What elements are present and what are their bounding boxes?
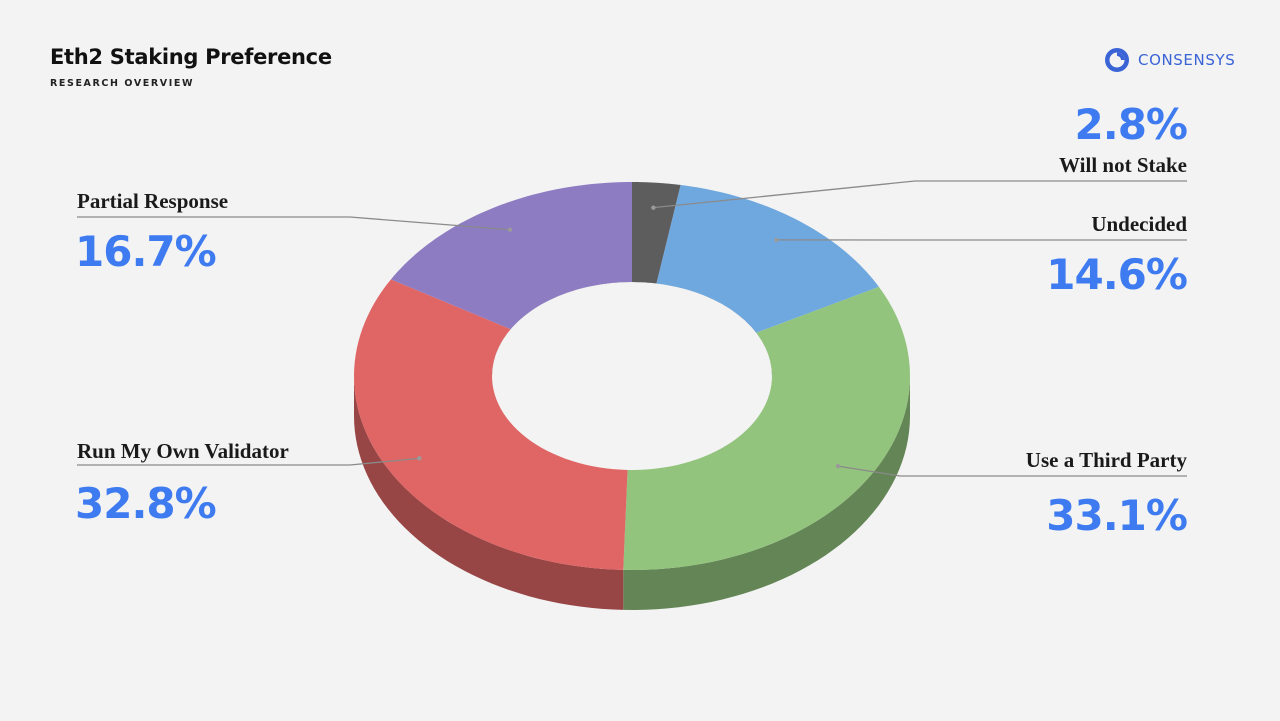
- donut-outer-walls: [354, 376, 910, 610]
- slice-value-partial-response: 16.7%: [75, 227, 217, 276]
- slice-label-run-my-own-validator: Run My Own Validator: [77, 439, 289, 463]
- slice-value-use-a-third-party: 33.1%: [1046, 491, 1188, 540]
- leader-dot-undecided: [774, 237, 779, 243]
- slice-wall-use-a-third-party: [623, 376, 910, 610]
- slice-label-partial-response: Partial Response: [77, 189, 229, 213]
- slice-run-my-own-validator: [354, 279, 628, 570]
- slice-use-a-third-party: [623, 286, 910, 570]
- page-title: Eth2 Staking Preference: [50, 45, 332, 69]
- leader-lines: [77, 180, 1187, 477]
- leader-dot-partial-response: [507, 227, 513, 232]
- slice-value-will-not-stake: 2.8%: [1074, 100, 1188, 149]
- slice-value-run-my-own-validator: 32.8%: [75, 479, 217, 528]
- brand-logo-group: CONSENSYS: [1103, 46, 1235, 74]
- donut-hole: [492, 282, 772, 510]
- slice-will-not-stake: [632, 182, 681, 284]
- page-subtitle: RESEARCH OVERVIEW: [50, 78, 195, 89]
- slice-value-undecided: 14.6%: [1046, 250, 1188, 299]
- consensys-logo-icon: [1105, 48, 1129, 72]
- leader-dot-run-my-own-validator: [417, 456, 422, 461]
- leader-line-will-not-stake: [653, 180, 1187, 209]
- slice-label-undecided: Undecided: [1091, 212, 1187, 236]
- donut-top-faces: [354, 182, 910, 570]
- leader-dot-will-not-stake: [651, 205, 656, 210]
- leader-line-use-a-third-party: [837, 465, 1187, 477]
- slice-partial-response: [390, 182, 632, 330]
- slice-label-will-not-stake: Will not Stake: [1059, 153, 1187, 177]
- brand-name: CONSENSYS: [1138, 51, 1236, 69]
- leader-line-partial-response: [77, 216, 511, 231]
- donut-inner-walls: [492, 282, 772, 510]
- leader-dot-use-a-third-party: [835, 463, 841, 469]
- leader-line-run-my-own-validator: [77, 457, 420, 466]
- slice-undecided: [656, 184, 879, 333]
- slice-label-use-a-third-party: Use a Third Party: [1025, 448, 1187, 472]
- slice-wall-run-my-own-validator: [354, 376, 624, 610]
